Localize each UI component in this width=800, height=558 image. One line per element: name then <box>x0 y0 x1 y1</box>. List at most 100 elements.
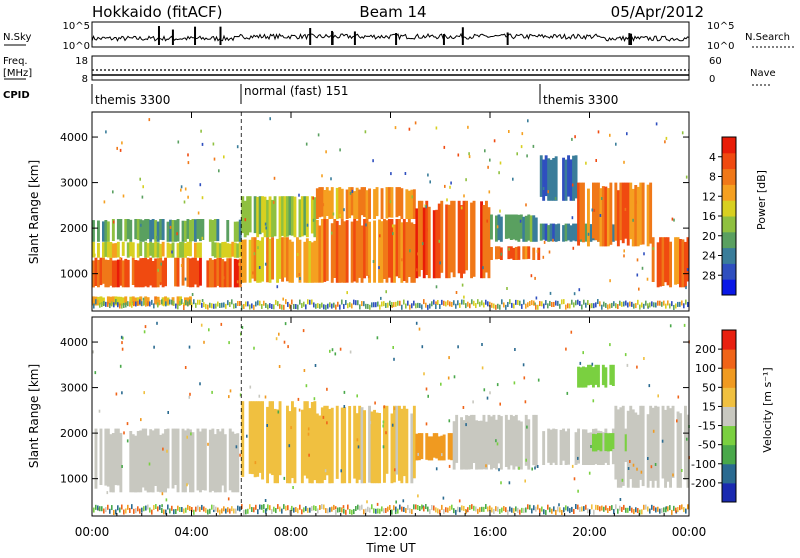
velocity-cells-noise <box>241 326 244 329</box>
velocity-cells-clutter <box>359 505 361 511</box>
power-cells-clutter <box>279 303 281 309</box>
velocity-cells-clutter <box>465 509 467 515</box>
velocity-cells-clutter <box>373 508 375 514</box>
velocity-cells-mark <box>213 434 217 493</box>
power-cells-clutter <box>203 302 205 308</box>
power-cells-clutter <box>617 304 619 310</box>
velocity-cells-clutter <box>647 506 649 512</box>
velocity-cells-noise <box>448 356 450 360</box>
power-cells-clutter <box>137 300 139 306</box>
power-cells-clutter <box>571 299 573 305</box>
power-cells-noise <box>426 228 428 232</box>
power-cells-noise <box>197 211 200 215</box>
velocity-cells-clutter <box>147 504 149 510</box>
power-cells-mark <box>310 196 314 234</box>
power-cells-clutter <box>469 303 471 309</box>
power-cells-mark <box>552 158 556 201</box>
power-cells-mark <box>542 159 546 201</box>
power-cells-mark <box>176 257 180 287</box>
velocity-cells-noise <box>305 384 308 388</box>
power-cells-mark <box>614 182 618 241</box>
power-cells-clutter <box>381 301 383 307</box>
power-cells-mark <box>375 187 379 217</box>
velocity-cells-mark <box>151 430 155 493</box>
power-cells-clutter <box>509 299 511 305</box>
power-cells-mark <box>353 191 357 219</box>
power-cells-mark <box>226 258 230 288</box>
power-cells-mark <box>487 207 491 279</box>
velocity-cells-mark <box>679 413 682 488</box>
velocity-cells-mark <box>258 401 262 473</box>
power-cells-clutter <box>595 302 597 308</box>
velocity-cells-clutter <box>683 507 685 513</box>
velocity-cells-mark <box>104 428 108 486</box>
power-cells-clutter <box>401 304 403 310</box>
velocity-cells-clutter <box>163 509 165 515</box>
velocity-cells-noise <box>621 478 624 482</box>
power-cells-noise <box>139 177 141 181</box>
velocity-cells-mark <box>320 407 324 484</box>
power-cells-mark <box>373 220 376 283</box>
power-cells-clutter <box>569 303 571 309</box>
velocity-cells-mark <box>589 364 593 385</box>
velocity-cells-noise <box>435 467 438 471</box>
power-cells-mark <box>154 258 158 288</box>
power-cells-mark <box>358 219 362 278</box>
power-cells-mark <box>139 258 143 288</box>
power-cells-clutter <box>561 299 563 305</box>
power-cells-clutter <box>231 299 233 305</box>
power-cells-mark <box>241 239 245 283</box>
power-cells-clutter <box>249 304 251 310</box>
velocity-cells-noise <box>577 456 579 460</box>
power-cells-mark <box>407 190 411 219</box>
power-cells-mark <box>447 204 451 279</box>
velocity-cells-mark <box>646 414 650 488</box>
power-cells-mark <box>363 219 366 279</box>
power-cells-noise <box>258 266 261 269</box>
power-cells-clutter <box>127 301 129 307</box>
velocity-cells-mark <box>592 433 595 452</box>
power-cells-mark <box>124 296 128 305</box>
power-cells-noise <box>638 287 640 291</box>
velocity-cells-clutter <box>141 507 143 513</box>
power-cells-mark <box>365 219 369 276</box>
power-cells-mark <box>124 219 128 242</box>
power-cells-noise <box>521 132 524 136</box>
power-cells-mark <box>191 257 195 288</box>
power-cells-clutter <box>573 302 575 308</box>
power-cells-mark <box>606 188 610 247</box>
velocity-cells-clutter <box>405 508 407 514</box>
power-cells-noise <box>142 185 144 189</box>
power-cells-mark <box>407 219 411 277</box>
velocity-cells-mark <box>129 431 133 493</box>
velocity-cells-clutter <box>451 504 453 510</box>
velocity-colorbar-swatch <box>722 406 736 427</box>
power-cells-mark <box>151 219 155 240</box>
power-cells-mark <box>271 199 274 238</box>
velocity-cells-mark <box>149 429 153 493</box>
power-cells-clutter <box>299 299 301 305</box>
power-cells-clutter <box>471 299 473 305</box>
velocity-cells-noise <box>531 467 533 471</box>
velocity-cells-clutter <box>281 508 283 514</box>
power-cells-clutter <box>193 299 195 305</box>
velocity-cells-clutter <box>439 509 441 515</box>
velocity-cells-mark <box>208 429 212 493</box>
velocity-cells-noise <box>669 324 672 328</box>
power-cells-mark <box>266 199 269 238</box>
power-cells-mark <box>109 242 113 258</box>
power-cells-mark <box>238 258 242 288</box>
velocity-cells-noise <box>228 395 230 399</box>
power-cells-mark <box>136 219 140 240</box>
power-cells-clutter <box>519 300 521 306</box>
velocity-cells-mark <box>189 429 192 493</box>
power-cells-clutter <box>553 301 555 307</box>
velocity-cells-clutter <box>201 504 203 510</box>
velocity-colorbar-tick-label: 50 <box>702 381 716 394</box>
time-tick-label: 20:00 <box>572 525 607 539</box>
velocity-cells-mark <box>184 430 187 493</box>
power-cells-clutter <box>157 302 159 308</box>
power-cells-clutter <box>159 299 161 305</box>
power-cells-mark <box>425 200 429 275</box>
power-cells-noise <box>119 148 122 152</box>
